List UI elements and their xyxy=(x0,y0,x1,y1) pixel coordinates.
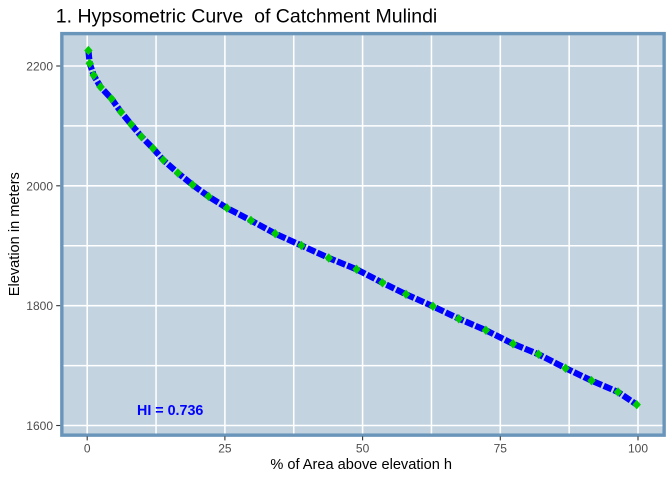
svg-text:Elevation in meters: Elevation in meters xyxy=(7,172,23,296)
svg-text:2000: 2000 xyxy=(26,179,53,193)
svg-text:1600: 1600 xyxy=(26,419,53,433)
svg-text:1. Hypsometric Curve of Catch: 1. Hypsometric Curve of Catchment Mulind… xyxy=(56,6,437,28)
svg-text:2200: 2200 xyxy=(26,60,53,74)
svg-text:% of Area above elevation h: % of Area above elevation h xyxy=(270,457,452,473)
svg-text:0: 0 xyxy=(84,442,91,456)
svg-text:HI = 0.736: HI = 0.736 xyxy=(137,403,203,419)
svg-text:75: 75 xyxy=(494,442,508,456)
svg-text:100: 100 xyxy=(628,442,648,456)
svg-text:50: 50 xyxy=(356,442,370,456)
svg-text:25: 25 xyxy=(218,442,232,456)
svg-text:1800: 1800 xyxy=(26,299,53,313)
